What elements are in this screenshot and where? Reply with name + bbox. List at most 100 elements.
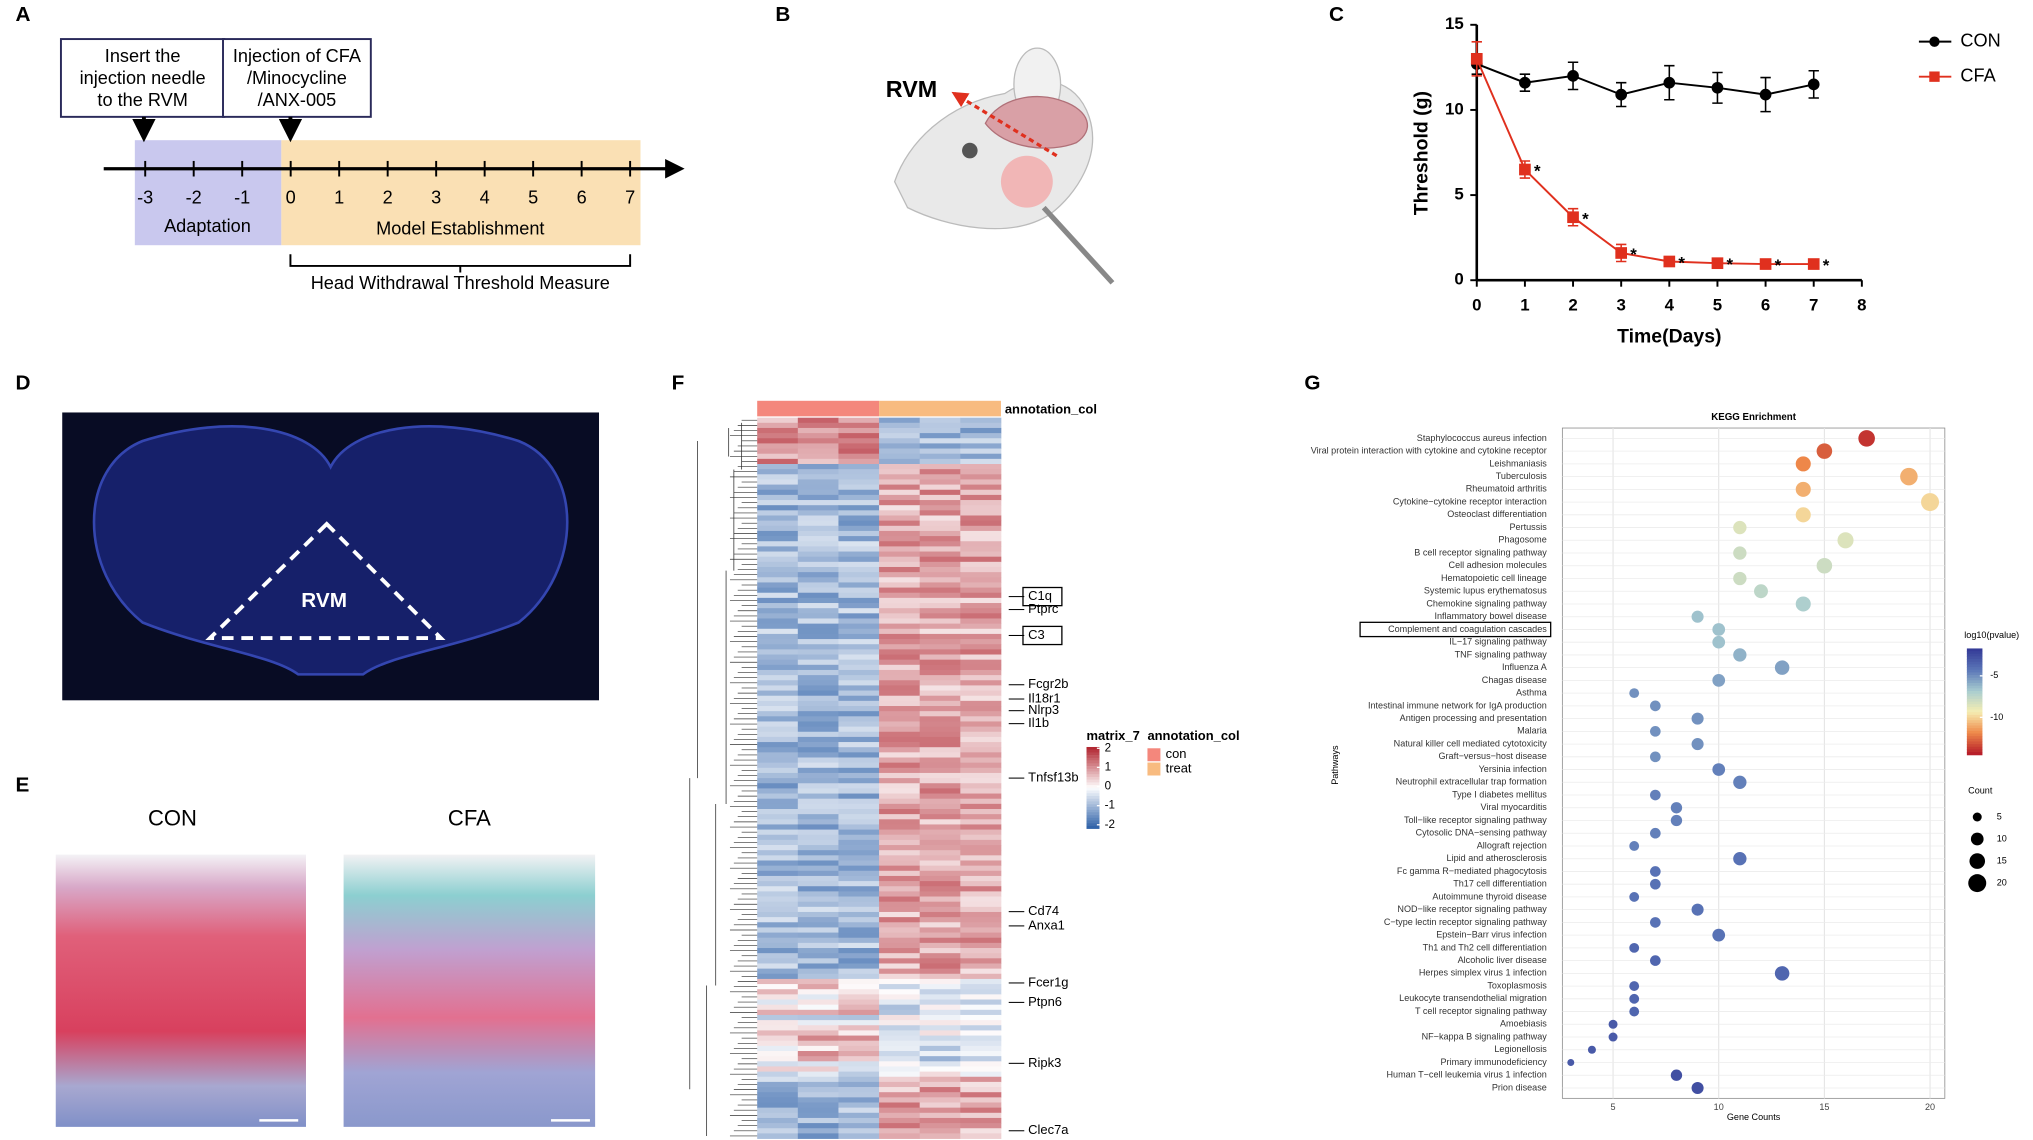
heatmap-cell: [919, 438, 961, 444]
heatmap-cell: [797, 1040, 839, 1047]
heatmap-cell: [838, 448, 880, 455]
heatmap-cell: [960, 597, 1002, 604]
heatmap-cell: [838, 845, 880, 851]
colorbar-step: [1966, 656, 1983, 660]
dot: [1629, 688, 1640, 699]
heatmap-cell: [879, 1020, 921, 1026]
heatmap-cell: [919, 855, 961, 861]
heatmap-cell: [757, 772, 799, 779]
heatmap-cell: [797, 1097, 839, 1103]
heatmap-cell: [838, 891, 880, 897]
heatmap-cell: [960, 958, 1002, 964]
heatmap-cell: [960, 870, 1002, 877]
heatmap-cell: [838, 1009, 880, 1016]
heatmap-cell: [757, 659, 799, 666]
heatmap-cell: [960, 427, 1002, 434]
y-tick-label: NOD−like receptor signaling pathway: [1397, 904, 1547, 914]
heatmap-cell: [838, 875, 880, 882]
y-tick-label: Alcoholic liver disease: [1458, 955, 1547, 965]
heatmap-cell: [960, 1112, 1002, 1119]
heatmap-cell: [797, 664, 839, 671]
heatmap-cell: [797, 463, 839, 470]
heatmap-cell: [838, 860, 880, 867]
heatmap-cell: [919, 973, 961, 980]
gene-label: Ptprc: [1028, 601, 1059, 616]
heatmap-cell: [960, 968, 1002, 975]
heatmap-cell: [879, 1102, 921, 1109]
heatmap-cell: [838, 623, 880, 630]
heatmap-cell: [838, 978, 880, 985]
heatmap-cell: [879, 762, 921, 769]
heatmap-cell: [838, 628, 880, 635]
significance-mark: *: [1678, 254, 1685, 273]
heatmap-cell: [797, 1051, 839, 1057]
gene-label: Ptpn6: [1028, 994, 1062, 1009]
heatmap-cell: [960, 953, 1002, 959]
heatmap-cell: [879, 829, 921, 836]
heatmap-cell: [797, 721, 839, 727]
heatmap-cell: [879, 639, 921, 645]
heatmap-cell: [960, 603, 1002, 609]
heatmap-cell: [797, 937, 839, 944]
colorbar-step: [1086, 749, 1100, 753]
y-tick-label: Prion disease: [1492, 1082, 1547, 1092]
heatmap-cell: [838, 1066, 880, 1072]
heatmap-cell: [838, 541, 880, 547]
heatmap-cell: [960, 433, 1002, 439]
timeline-label: 0: [286, 187, 296, 207]
heatmap-cell: [757, 865, 799, 872]
heatmap-cell: [879, 932, 921, 939]
heatmap-cell: [757, 623, 799, 630]
heatmap-cell: [797, 618, 839, 625]
heatmap-cell: [919, 834, 961, 841]
heatmap-cell: [919, 633, 961, 640]
heatmap-cell: [797, 870, 839, 877]
panel-letter: F: [672, 371, 685, 394]
data-point: [1567, 211, 1579, 224]
heatmap-cell: [838, 778, 880, 784]
heatmap-cell: [757, 417, 799, 424]
colorbar-step: [1966, 693, 1983, 697]
heatmap-cell: [797, 845, 839, 851]
heatmap-cell: [960, 932, 1002, 939]
heatmap-cell: [797, 433, 839, 439]
heatmap-cell: [838, 690, 880, 697]
heatmap-cell: [879, 989, 921, 995]
step-text: Insert the: [105, 46, 181, 66]
heatmap-cell: [838, 1051, 880, 1057]
heatmap-cell: [838, 1092, 880, 1098]
heatmap-cell: [797, 932, 839, 939]
y-tick-label: Amoebiasis: [1500, 1019, 1547, 1029]
x-tick-label: 15: [1819, 1102, 1829, 1112]
heatmap-cell: [797, 448, 839, 455]
heatmap-cell: [838, 556, 880, 563]
heatmap-cell: [919, 433, 961, 439]
heatmap-cell: [757, 1056, 799, 1062]
heatmap-cell: [797, 556, 839, 563]
heatmap-cell: [879, 999, 921, 1006]
dot: [1650, 789, 1661, 801]
heatmap-cell: [838, 932, 880, 939]
heatmap-cell: [797, 752, 839, 758]
heatmap-cell: [879, 855, 921, 861]
heatmap-cell: [879, 839, 921, 846]
legend-label: CFA: [1960, 65, 1996, 85]
colorbar-step: [1966, 685, 1983, 689]
heatmap-cell: [757, 433, 799, 439]
heatmap-cell: [838, 819, 880, 825]
heatmap-cell: [838, 551, 880, 558]
heatmap-cell: [757, 577, 799, 583]
colorbar-step: [1966, 669, 1983, 673]
heatmap-cell: [797, 422, 839, 429]
heatmap-cell: [757, 700, 799, 707]
heatmap-cell: [879, 1066, 921, 1072]
dot: [1691, 1081, 1704, 1095]
heatmap-cell: [757, 736, 799, 743]
heatmap-cell: [960, 1040, 1002, 1047]
heatmap-cell: [838, 711, 880, 717]
data-point: [1615, 247, 1628, 259]
heatmap-cell: [879, 474, 921, 480]
heatmap-cell: [879, 433, 921, 439]
dot: [1795, 456, 1811, 472]
data-point: [1519, 76, 1531, 89]
